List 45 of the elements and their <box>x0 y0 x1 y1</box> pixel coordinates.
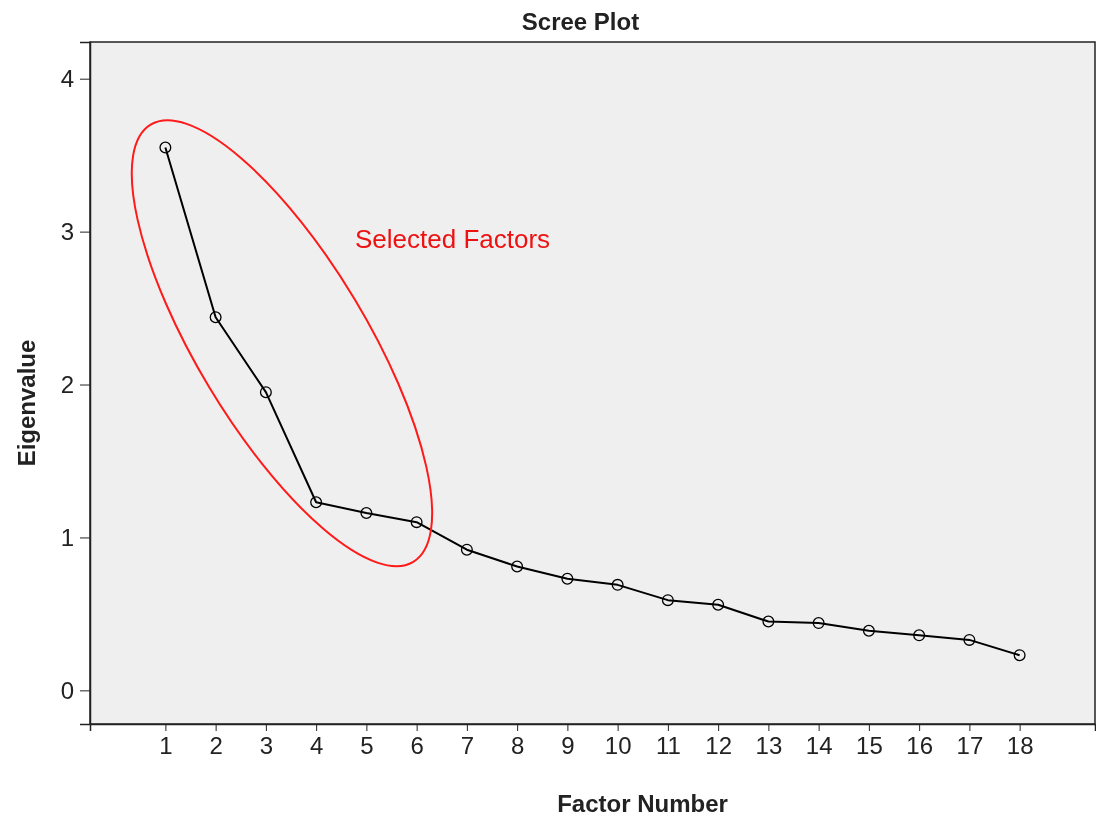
point <box>762 615 775 628</box>
y-tick-label: 1 <box>60 523 74 551</box>
point <box>611 578 624 591</box>
y-tick-label: 3 <box>60 217 74 245</box>
x-tick-label: 7 <box>460 732 475 760</box>
x-tick-label: 13 <box>755 732 783 760</box>
x-tick-label: 15 <box>856 732 883 760</box>
point <box>159 141 172 154</box>
chart-title: Scree Plot <box>521 8 640 35</box>
x-tick-label: 1 <box>159 732 173 760</box>
y-tick-label: 2 <box>60 370 74 398</box>
y-tick-label: 4 <box>60 64 74 92</box>
point <box>511 560 524 573</box>
x-tick-label: 6 <box>410 732 424 760</box>
point <box>561 572 574 585</box>
point <box>661 594 674 607</box>
x-tick-label: 12 <box>705 732 732 760</box>
point <box>259 386 272 399</box>
point <box>460 543 473 556</box>
x-tick-label: 4 <box>309 732 324 760</box>
point <box>410 516 423 529</box>
point <box>310 496 323 509</box>
point <box>209 311 222 324</box>
x-tick-label: 3 <box>259 732 274 760</box>
x-tick-label: 10 <box>604 732 632 760</box>
x-tick-label: 2 <box>209 732 223 760</box>
y-tick-label: 0 <box>60 676 74 704</box>
x-tick-label: 18 <box>1006 732 1034 760</box>
point <box>913 629 926 642</box>
annotation: Selected Factors <box>355 224 551 254</box>
x-tick-label: 16 <box>906 732 933 760</box>
point <box>360 506 373 519</box>
point <box>963 633 976 646</box>
point <box>1013 649 1026 662</box>
x-tick-label: 17 <box>956 732 984 760</box>
point <box>862 624 875 637</box>
x-axis-title: Factor Number <box>557 790 728 817</box>
x-tick-label: 11 <box>655 732 681 760</box>
x-tick-label: 8 <box>510 732 525 760</box>
point <box>712 598 725 611</box>
point <box>812 617 825 630</box>
y-axis-title: Eigenvalue <box>13 339 40 467</box>
x-tick-label: 14 <box>805 732 833 760</box>
x-tick-label: 9 <box>561 732 575 760</box>
x-tick-label: 5 <box>360 732 374 760</box>
